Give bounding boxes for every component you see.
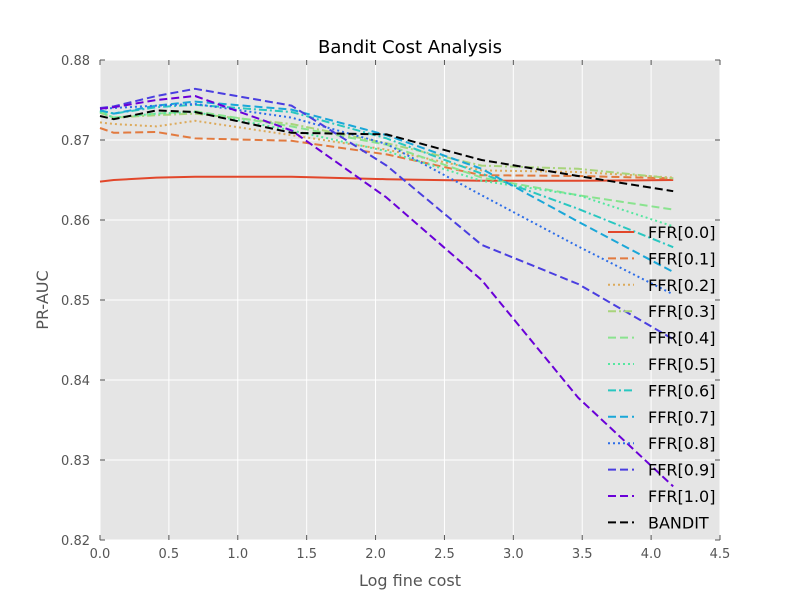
legend-entry: FFR[0.4]: [648, 329, 715, 348]
legend-entry: BANDIT: [648, 513, 709, 532]
legend-entry: FFR[0.7]: [648, 408, 715, 427]
y-tick-label: 0.88: [61, 54, 90, 69]
legend-entry: FFR[0.8]: [648, 434, 715, 453]
chart-title: Bandit Cost Analysis: [318, 37, 502, 58]
series-line-ffr-0-7: [99, 100, 674, 273]
y-tick-label: 0.85: [61, 294, 90, 309]
y-tick-label: 0.86: [61, 214, 90, 229]
legend-entry: FFR[0.0]: [648, 223, 715, 242]
y-tick-label: 0.82: [61, 534, 90, 549]
legend-entry: FFR[0.9]: [648, 461, 715, 480]
y-tick-label: 0.83: [61, 454, 90, 469]
legend-entry: FFR[0.6]: [648, 381, 715, 400]
series-line-ffr-0-2: [99, 119, 674, 179]
x-tick-label: 3.5: [572, 547, 593, 562]
legend-entry: FFR[0.5]: [648, 355, 715, 374]
y-axis-label: PR-AUC: [33, 270, 52, 329]
legend-entry: FFR[0.3]: [648, 302, 715, 321]
x-axis-label: Log fine cost: [359, 571, 461, 590]
legend-entry: FFR[0.2]: [648, 276, 715, 295]
legend-entry: FFR[1.0]: [648, 487, 715, 506]
y-tick-label: 0.87: [61, 134, 90, 149]
series-line-ffr-0-0: [99, 175, 674, 183]
x-tick-label: 1.5: [296, 547, 317, 562]
series-line-ffr-0-9: [99, 87, 674, 341]
x-tick-label: 1.0: [227, 547, 248, 562]
x-tick-label: 0.0: [90, 547, 111, 562]
x-tick-label: 3.0: [503, 547, 524, 562]
y-tick-label: 0.84: [61, 374, 90, 389]
x-tick-label: 2.5: [434, 547, 455, 562]
x-tick-label: 0.5: [159, 547, 180, 562]
series-line-ffr-0-5: [99, 111, 674, 228]
x-tick-label: 4.5: [710, 547, 731, 562]
x-tick-label: 2.0: [365, 547, 386, 562]
x-tick-label: 4.0: [641, 547, 662, 562]
legend: FFR[0.0] FFR[0.1] FFR[0.2] FFR[0.3] FFR[0.4]…: [608, 223, 715, 532]
series-line-ffr-1-0: [99, 95, 674, 488]
series-line-ffr-0-1: [99, 127, 674, 180]
series-line-bandit: [99, 109, 674, 193]
legend-entry: FFR[0.1]: [648, 249, 715, 268]
